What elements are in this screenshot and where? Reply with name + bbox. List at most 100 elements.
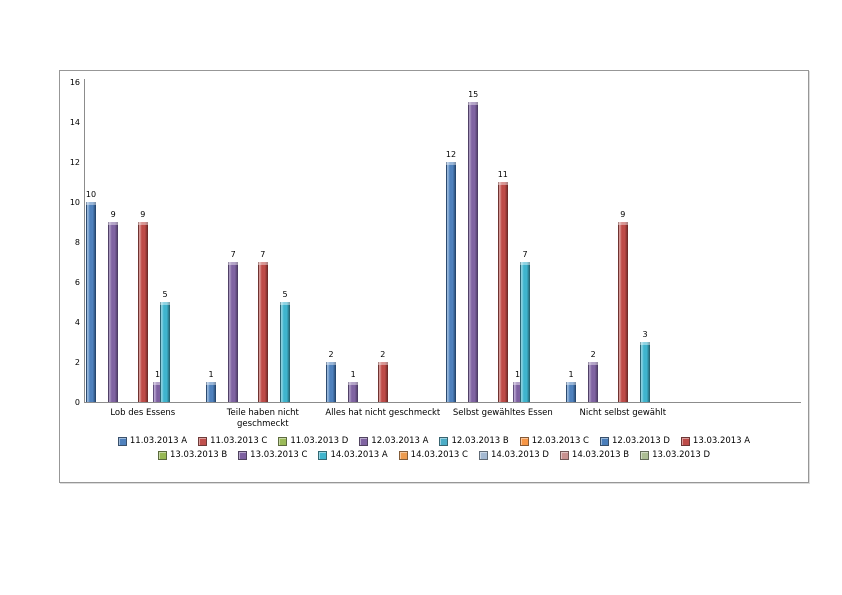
legend-item: 13.03.2013 D: [640, 451, 710, 460]
legend-swatch-icon: [600, 437, 609, 446]
bar-top-highlight: [348, 382, 359, 385]
category-label: Lob des Essens: [110, 408, 176, 418]
legend-label: 12.03.2013 D: [612, 436, 670, 446]
bar-top-highlight: [86, 202, 96, 205]
bar: [446, 162, 456, 402]
legend-swatch-icon: [359, 437, 369, 446]
chart-container: 0 2 4 6 8 10 12 14 16 10 9 9 1 5 1 7 7 5 2 1 2 12 15 11 1 7 1 2 9 3 …: [59, 70, 809, 483]
bar-value-label: 12: [445, 150, 457, 159]
legend-item: 13.03.2013 A: [680, 436, 751, 446]
legend-item: 13.03.2013 C: [238, 451, 307, 460]
legend-label: 11.03.2013 C: [210, 436, 268, 446]
bar: [137, 222, 148, 402]
y-tick-label: 8: [74, 238, 80, 247]
bar-value-label: 2: [590, 350, 596, 359]
legend-item: 13.03.2013 B: [157, 450, 228, 460]
plot-area: 0 2 4 6 8 10 12 14 16 10 9 9 1 5 1 7 7 5 2 1 2 12 15 11 1 7 1 2 9 3 …: [60, 71, 808, 482]
bar: [512, 382, 523, 402]
bar-value-label: 9: [620, 210, 626, 219]
legend-swatch-icon: [519, 437, 529, 446]
y-tick-label: 0: [74, 398, 80, 407]
bar: [257, 262, 268, 402]
bar-top-highlight: [137, 222, 148, 225]
bar-value-label: 7: [522, 250, 528, 259]
legend-swatch-icon: [318, 451, 328, 460]
bar: [640, 342, 650, 402]
bar-top-highlight: [520, 262, 530, 265]
x-axis-line: [84, 402, 801, 403]
bar-top-highlight: [446, 162, 456, 165]
bar-value-label: 1: [155, 370, 161, 379]
y-tick-label: 12: [69, 158, 80, 167]
bar-value-label: 1: [350, 370, 356, 379]
legend-label: 14.03.2013 D: [490, 450, 549, 460]
legend-label: 11.03.2013 D: [290, 436, 349, 446]
legend-label: 13.03.2013 B: [169, 450, 228, 460]
bar-top-highlight: [160, 302, 170, 305]
bar-value-label: 5: [282, 290, 288, 299]
legend: 11.03.2013 A 11.03.2013 C 11.03.2013 D 12.0…: [60, 437, 808, 460]
bar: [152, 382, 163, 402]
legend-item: 14.03.2013 C: [398, 450, 468, 460]
legend-item: 11.03.2013 C: [198, 437, 267, 446]
bar-top-highlight: [206, 382, 216, 385]
bar-top-highlight: [468, 102, 479, 105]
legend-item: 12.03.2013 C: [519, 437, 589, 446]
legend-label: 14.03.2013 C: [410, 450, 468, 460]
bar-value-label: 3: [642, 330, 648, 339]
bar-value-label: 10: [85, 190, 97, 199]
bar: [617, 222, 628, 402]
legend-label: 13.03.2013 A: [692, 436, 751, 446]
legend-label: 11.03.2013 A: [129, 436, 188, 446]
bar-top-highlight: [152, 382, 163, 385]
category-label: Teile haben nicht geschmeckt: [226, 408, 299, 429]
bar: [228, 262, 239, 402]
bar: [108, 222, 119, 402]
bar-top-highlight: [566, 382, 576, 385]
y-tick-label: 16: [69, 78, 80, 87]
legend-item: 14.03.2013 D: [478, 450, 549, 460]
bar-value-label: 11: [497, 170, 508, 179]
legend-swatch-icon: [278, 437, 288, 446]
bar: [377, 362, 388, 402]
bar-value-label: 1: [515, 370, 521, 379]
bar-value-label: 9: [140, 210, 146, 219]
legend-label: 14.03.2013 B: [571, 450, 630, 460]
legend-item: 14.03.2013 A: [318, 450, 388, 460]
bar-top-highlight: [497, 182, 508, 185]
y-tick-label: 6: [74, 278, 80, 287]
legend-swatch-icon: [439, 437, 449, 446]
legend-item: 12.03.2013 B: [439, 436, 509, 446]
y-tick-label: 10: [69, 198, 80, 207]
legend-label: 14.03.2013 A: [330, 450, 388, 460]
bar: [520, 262, 530, 402]
legend-item: 11.03.2013 A: [117, 436, 188, 446]
bar: [86, 202, 96, 402]
category-label: Selbst gewähltes Essen: [452, 408, 553, 418]
bar-value-label: 1: [208, 370, 214, 379]
legend-swatch-icon: [117, 437, 127, 446]
category-label: Nicht selbst gewählt: [579, 408, 667, 418]
bar-top-highlight: [280, 302, 290, 305]
bar: [588, 362, 599, 402]
legend-label: 12.03.2013 B: [451, 436, 509, 446]
legend-swatch-icon: [478, 451, 488, 460]
bar-top-highlight: [588, 362, 599, 365]
bar: [566, 382, 576, 402]
bar: [348, 382, 359, 402]
bar: [497, 182, 508, 402]
bar-value-label: 9: [110, 210, 116, 219]
bar: [206, 382, 216, 402]
legend-item: 12.03.2013 D: [600, 437, 670, 446]
bar-value-label: 2: [328, 350, 334, 359]
bar-top-highlight: [257, 262, 268, 265]
legend-swatch-icon: [680, 437, 690, 446]
legend-row: 11.03.2013 A 11.03.2013 C 11.03.2013 D 12.0…: [117, 436, 751, 446]
legend-swatch-icon: [198, 437, 208, 446]
legend-label: 12.03.2013 A: [371, 436, 429, 446]
y-tick-label: 14: [69, 118, 80, 127]
bar-top-highlight: [617, 222, 628, 225]
legend-swatch-icon: [238, 451, 248, 460]
bar-top-highlight: [512, 382, 523, 385]
bar: [280, 302, 290, 402]
